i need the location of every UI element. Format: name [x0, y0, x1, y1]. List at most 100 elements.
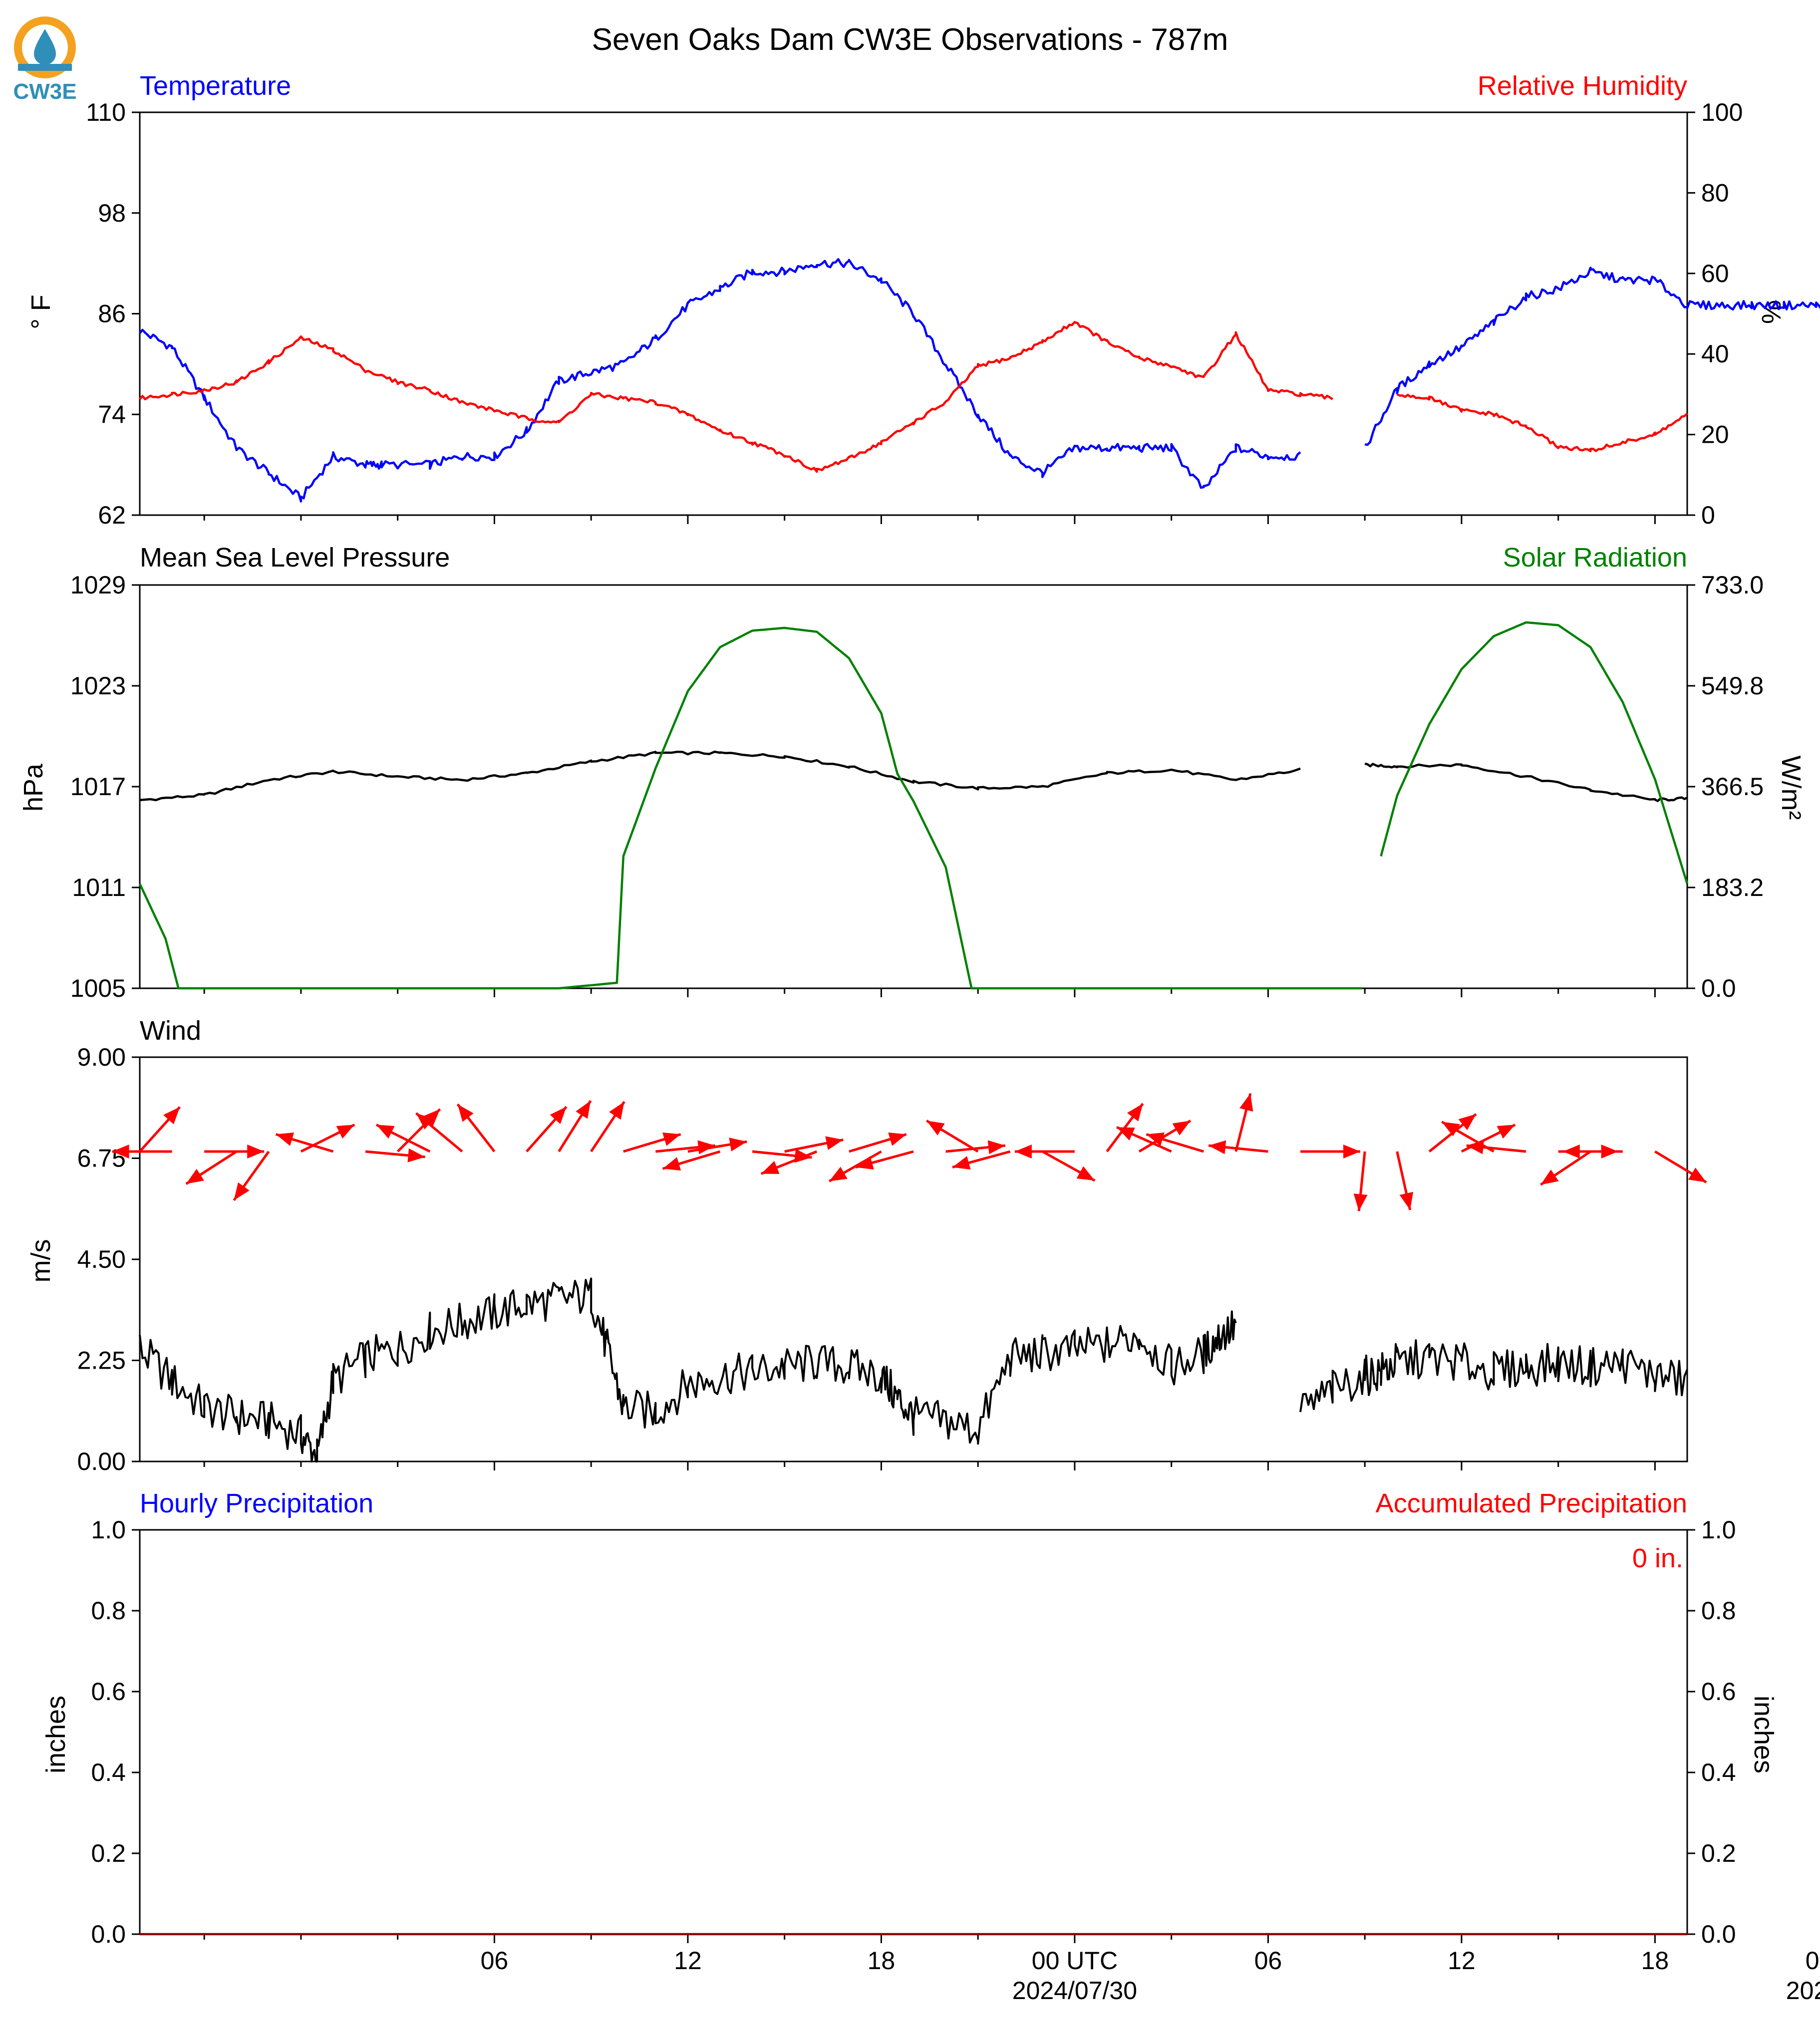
logo-drop-icon: [34, 29, 56, 65]
wind-arrow: [662, 1150, 721, 1171]
wind-arrow: [855, 1150, 914, 1170]
wind-arrow: [300, 1124, 355, 1153]
wind-arrow: [233, 1151, 270, 1201]
temperature-humidity-panel: Temperature Relative Humidity ° F %: [26, 71, 1786, 329]
precip-left-axis-label: inches: [41, 1696, 71, 1773]
wind-arrow-head: [1540, 1169, 1559, 1185]
wind-arrow-head: [1076, 1166, 1095, 1181]
y-tick-label-right: 0.0: [1701, 974, 1736, 1002]
y-tick-label-left: 4.50: [77, 1245, 126, 1273]
pressure-label: Mean Sea Level Pressure: [140, 543, 450, 573]
solar-label: Solar Radiation: [1503, 543, 1687, 573]
wind-arrow-head: [550, 1107, 567, 1124]
hourly-precip-label: Hourly Precipitation: [140, 1488, 373, 1518]
y-tick-label-left: 2.25: [77, 1347, 126, 1375]
wind-arrow: [687, 1138, 747, 1153]
temperature-label: Temperature: [140, 71, 291, 101]
accumulated-total-text: 0 in.: [1632, 1543, 1683, 1573]
wind-panel: Wind m/s: [26, 1016, 201, 1283]
wind-arrow: [275, 1132, 334, 1153]
humidity-label: Relative Humidity: [1478, 71, 1687, 101]
wind-arrow-head: [1343, 1145, 1360, 1159]
wind-arrow-head: [1172, 1121, 1191, 1136]
x-tick-label: 18: [1641, 1947, 1669, 1975]
wind-arrow-head: [423, 1109, 440, 1127]
wind-arrow-head: [888, 1132, 907, 1146]
wind-arrow: [849, 1132, 907, 1153]
y-tick-label-left: 0.00: [77, 1448, 126, 1475]
cw3e-logo: CW3E: [13, 16, 77, 104]
wind-arrow: [185, 1150, 238, 1185]
y-tick-label-left: 1005: [70, 974, 126, 1002]
y-tick-label-left: 9.00: [77, 1043, 126, 1071]
pressure-solar-panel: Mean Sea Level Pressure Solar Radiation …: [18, 543, 1806, 820]
y-tick-label-right: 1.0: [1701, 1516, 1736, 1544]
wind-arrow: [375, 1124, 431, 1153]
wind-arrow-head: [336, 1125, 355, 1139]
wind-arrow-head: [1239, 1093, 1253, 1112]
wind-arrow: [952, 1150, 1011, 1170]
chart-marks: 62 74 86 98 110 0 20 40 60 80 100 1005 1011 1017 1023 1…: [70, 98, 1820, 2005]
wind-arrow-head: [952, 1156, 971, 1170]
wind-arrow: [828, 1150, 882, 1182]
y-tick-label-right: 0.8: [1701, 1597, 1736, 1625]
wind-arrow: [139, 1106, 181, 1153]
y-tick-label-left: 0.2: [91, 1839, 126, 1867]
x-tick-label: 06: [1254, 1947, 1282, 1975]
y-tick-label-left: 110: [86, 98, 126, 126]
wind-arrow-head: [1442, 1122, 1460, 1137]
wind-arrow-head: [1014, 1145, 1032, 1159]
y-tick-label-left: 1.0: [91, 1516, 126, 1544]
plot-frame: [139, 1056, 1688, 1462]
wind-arrow: [623, 1132, 681, 1153]
wind-label: Wind: [140, 1016, 201, 1046]
y-tick-label-left: 74: [98, 400, 126, 428]
wind-arrow-head: [1497, 1125, 1516, 1139]
y-tick-label-left: 62: [98, 501, 126, 529]
wind-arrow: [526, 1106, 568, 1153]
wind-arrow-head: [457, 1104, 474, 1122]
wind-arrow-head: [1562, 1145, 1580, 1159]
series-line-left-0: [139, 1277, 1688, 1462]
wind-arrow: [456, 1103, 496, 1153]
x-tick-label: 18: [868, 1947, 896, 1975]
wind-arrow: [1466, 1140, 1526, 1155]
wind-arrow: [590, 1101, 625, 1153]
y-tick-label-right: 0.0: [1701, 1920, 1736, 1948]
y-tick-label-left: 1023: [70, 672, 126, 700]
y-tick-label-right: 549.8: [1701, 672, 1764, 700]
y-tick-label-left: 1011: [72, 873, 126, 901]
x-date-label: 2024/07/30: [1012, 1977, 1137, 2005]
y-tick-label-right: 0.4: [1701, 1758, 1736, 1786]
wind-arrow: [1353, 1151, 1368, 1211]
x-tick-label: 12: [1448, 1947, 1476, 1975]
wind-arrow-head: [1353, 1193, 1368, 1211]
wind-arrow-head: [163, 1107, 180, 1125]
wind-arrow-head: [407, 1148, 425, 1162]
wind-arrow-head: [1146, 1132, 1165, 1146]
chart-title: Seven Oaks Dam CW3E Observations - 787m: [592, 22, 1228, 57]
plot-frame: [139, 111, 1688, 516]
wind-arrow-head: [987, 1140, 1005, 1155]
wind-arrow: [1208, 1140, 1268, 1155]
wind-arrow-head: [1399, 1191, 1414, 1210]
wind-arrow-head: [1458, 1114, 1476, 1131]
wind-arrow-head: [186, 1168, 204, 1184]
wind-arrow-head: [1209, 1140, 1226, 1155]
wind-arrow: [1562, 1145, 1623, 1159]
y-tick-label-left: 86: [98, 300, 126, 328]
wind-arrow: [1300, 1145, 1360, 1159]
y-tick-label-left: 0.0: [91, 1920, 126, 1948]
wind-arrow: [365, 1148, 425, 1162]
wind-arrow-head: [729, 1138, 747, 1152]
y-tick-label-right: 100: [1701, 98, 1743, 126]
y-tick-label-left: 1029: [70, 571, 126, 599]
y-tick-label-left: 6.75: [77, 1145, 126, 1172]
wind-arrow-head: [856, 1156, 874, 1170]
series-line-right-1: [139, 321, 1688, 473]
x-tick-label: 06: [481, 1947, 509, 1975]
wind-arrow-head: [829, 1166, 848, 1181]
wind-arrow: [760, 1150, 818, 1175]
wind-arrow-head: [926, 1121, 945, 1136]
wind-arrow-head: [416, 1113, 434, 1130]
